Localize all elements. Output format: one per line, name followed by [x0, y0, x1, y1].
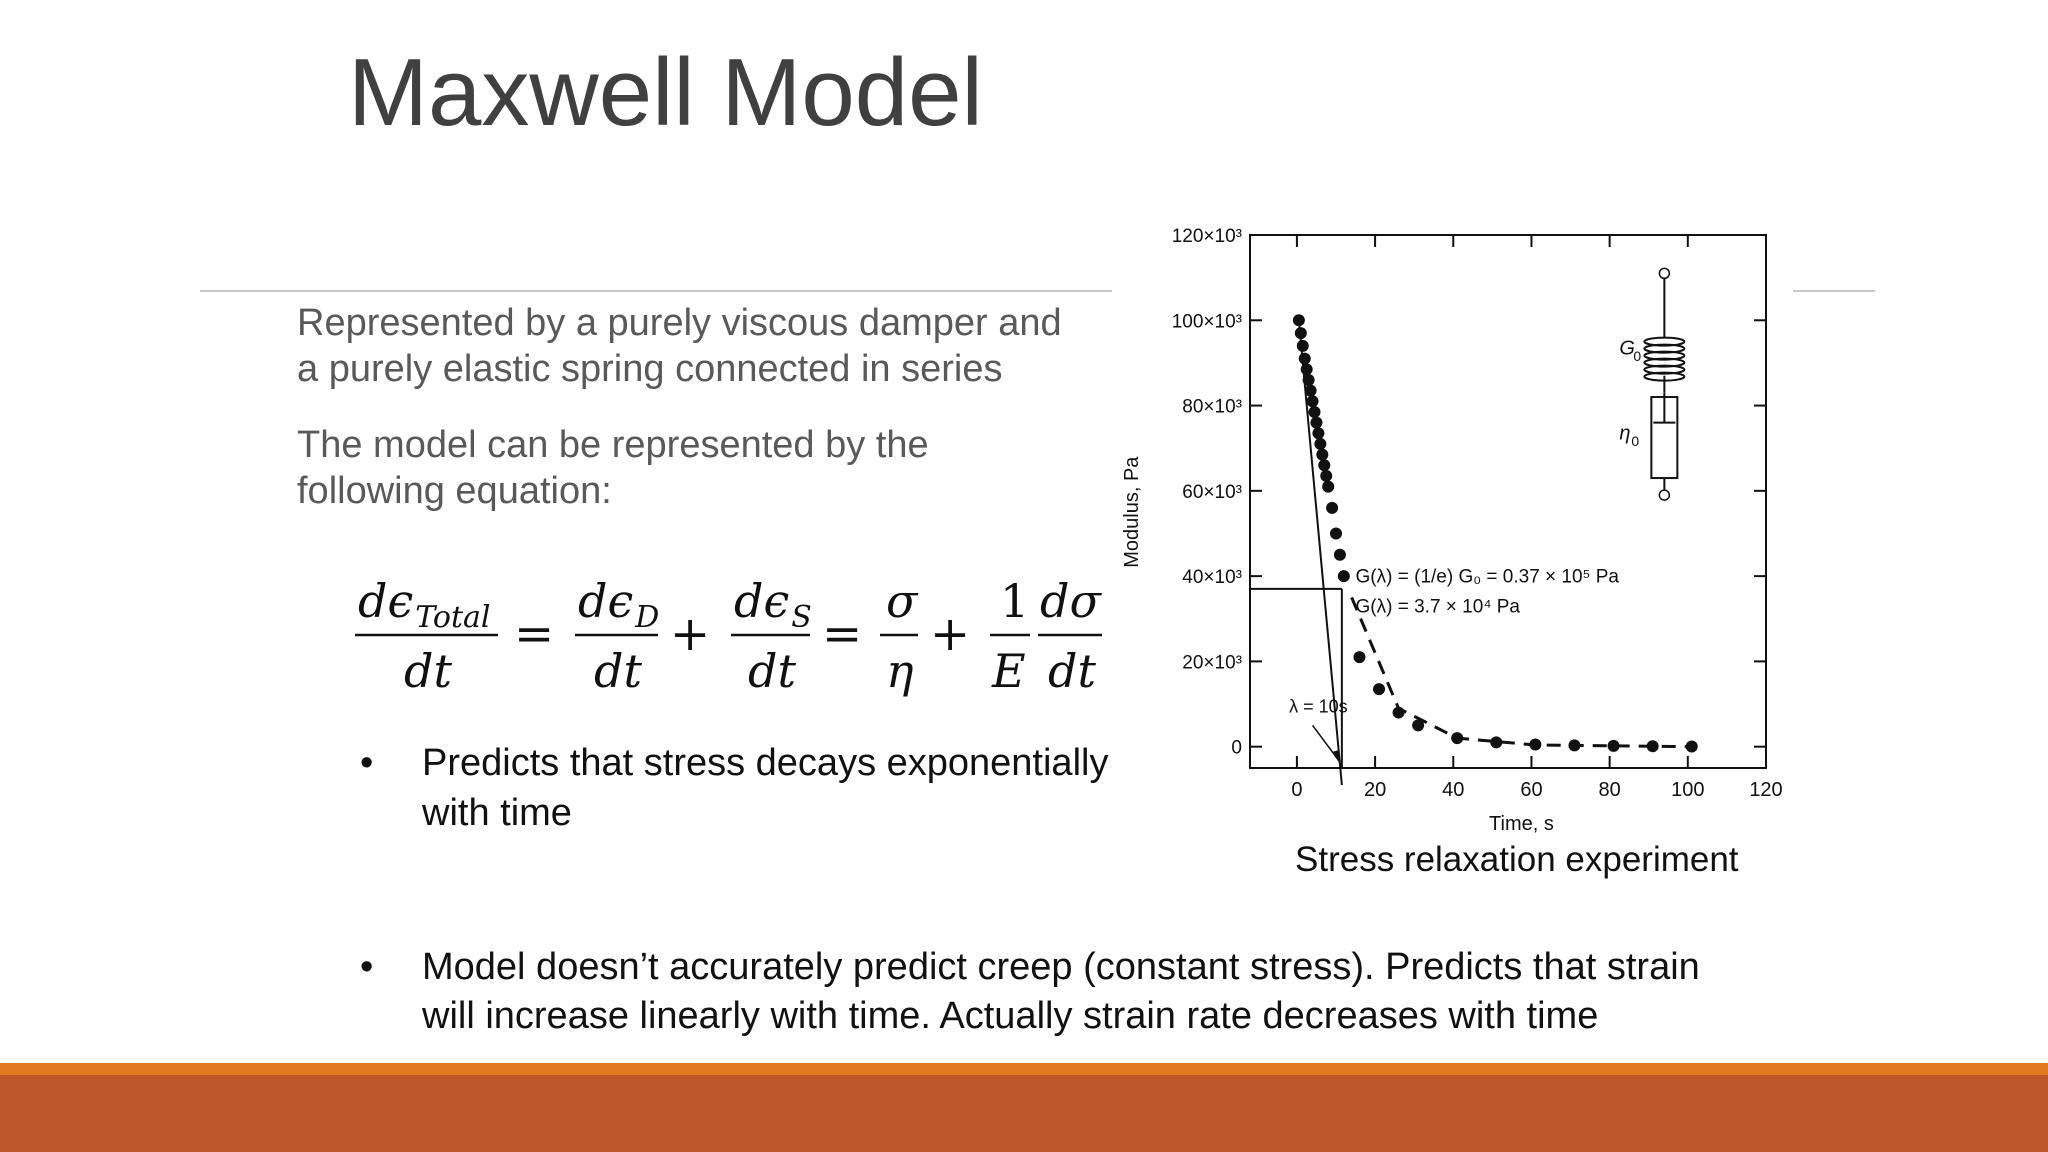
data-point: [1296, 339, 1309, 352]
data-point: [1294, 327, 1307, 340]
y-tick-label: 0: [1231, 738, 1242, 759]
data-point: [1310, 416, 1323, 429]
data-point: [1529, 738, 1542, 751]
data-point: [1322, 480, 1335, 493]
footer-accent-stripe: [0, 1063, 2048, 1075]
data-point: [1451, 732, 1464, 745]
data-point: [1326, 501, 1339, 514]
fit-curve: [1350, 596, 1692, 749]
equation-intro-line-2: following equation:: [297, 470, 612, 512]
x-tick-label: 0: [1291, 779, 1302, 801]
x-tick-label: 100: [1671, 779, 1704, 801]
data-point: [1333, 548, 1346, 561]
x-axis-label: Time, s: [1489, 813, 1554, 835]
eq-equals-2: =: [822, 606, 862, 662]
y-tick-label: 40×10³: [1182, 567, 1242, 588]
y-tick-label: 80×10³: [1182, 397, 1242, 418]
eq-term6-num: dσ: [1040, 574, 1102, 628]
plot-frame: [1249, 234, 1767, 769]
maxwell-equation: dϵTotal dt = dϵD dt + dϵS dt = σ η + 1 E…: [355, 574, 1102, 698]
lambda-label: λ = 10s: [1289, 697, 1348, 717]
y-tick-label: 20×10³: [1182, 652, 1242, 673]
bullet1-line-1: Predicts that stress decays exponentiall…: [422, 742, 1109, 784]
schematic-bottom-terminal: [1658, 489, 1671, 501]
eq-term4-num: σ: [886, 574, 919, 628]
title-divider-right: [1793, 290, 1875, 292]
x-tick-label: 60: [1520, 779, 1542, 801]
bullet1-line-2: with time: [422, 792, 572, 834]
eq-term3-den: dt: [748, 644, 796, 698]
equation-intro-paragraph: The model can be represented by the foll…: [297, 422, 929, 514]
bullet2-line-2: will increase linearly with time. Actual…: [422, 995, 1599, 1037]
data-point: [1306, 395, 1319, 408]
y-tick-label: 100×10³: [1172, 311, 1242, 332]
data-point: [1316, 448, 1329, 461]
eta0-subscript: 0: [1631, 433, 1639, 449]
eq-equals-1: =: [514, 606, 554, 662]
figure-caption: Stress relaxation experiment: [1295, 840, 1739, 879]
data-point: [1298, 352, 1311, 365]
eq-term5-num: 1: [1000, 574, 1029, 628]
x-tick-label: 120: [1749, 779, 1782, 801]
data-point: [1292, 314, 1305, 327]
title-divider-left: [200, 290, 1112, 292]
eq-plus-1: +: [670, 606, 710, 662]
eq-term1-den: dt: [404, 644, 452, 698]
bullet-marker: •: [360, 946, 374, 988]
eq-term1-num: dϵTotal: [358, 574, 491, 635]
bullet2-line-1: Model doesn’t accurately predict creep (…: [422, 946, 1700, 988]
data-point: [1353, 651, 1366, 664]
data-point: [1337, 570, 1350, 583]
data-point: [1646, 740, 1659, 753]
data-point: [1308, 405, 1321, 418]
data-point: [1314, 437, 1327, 450]
g0-label: G: [1619, 337, 1635, 359]
g0-subscript: 0: [1633, 348, 1641, 364]
data-point: [1318, 459, 1331, 472]
data-point: [1490, 736, 1503, 749]
data-point: [1685, 740, 1698, 753]
eq-term6-den: dt: [1048, 644, 1096, 698]
y-tick-label: 60×10³: [1182, 482, 1242, 503]
data-point: [1300, 363, 1313, 376]
data-point: [1302, 373, 1315, 386]
data-point: [1373, 683, 1385, 696]
y-axis-label: Modulus, Pa: [1121, 456, 1143, 568]
data-point: [1392, 706, 1405, 719]
eq-term2-den: dt: [594, 644, 642, 698]
g-lambda-label-1: G(λ) = (1/e) G₀ = 0.37 × 10⁵ Pa: [1356, 567, 1620, 588]
stress-relaxation-chart: 0 20 40 60 80 100 120 0 20×10³ 40×10³ 60×10³ 80×10³…: [1121, 226, 1783, 835]
intro-paragraph: Represented by a purely viscous damper a…: [297, 300, 1062, 392]
intro-line-2: a purely elastic spring connected in ser…: [297, 348, 1003, 390]
lambda-arrow-head: [1331, 750, 1341, 765]
x-tick-label: 80: [1599, 779, 1621, 801]
bullet-creep: • Model doesn’t accurately predict creep…: [360, 943, 1760, 1043]
x-tick-label: 20: [1364, 779, 1386, 801]
eq-term2-num: dϵD: [578, 574, 659, 635]
page-title: Maxwell Model: [348, 39, 983, 146]
intro-line-1: Represented by a purely viscous damper a…: [297, 302, 1062, 344]
eq-term4-den: η: [886, 644, 914, 698]
eta0-label: η: [1619, 423, 1630, 445]
equation-intro-line-1: The model can be represented by the: [297, 424, 929, 466]
eq-term5-den: E: [991, 644, 1026, 698]
eq-plus-2: +: [930, 606, 970, 662]
bullet-stress-decay: • Predicts that stress decays exponentia…: [360, 738, 1140, 838]
schematic-top-terminal: [1658, 267, 1671, 280]
data-point: [1412, 719, 1425, 732]
data-point: [1568, 739, 1581, 752]
data-point: [1320, 469, 1333, 482]
data-point: [1607, 739, 1620, 752]
data-point: [1330, 527, 1342, 540]
g-lambda-label-2: G(λ) = 3.7 × 10⁴ Pa: [1356, 596, 1521, 617]
data-point: [1304, 384, 1317, 397]
y-tick-label: 120×10³: [1172, 226, 1242, 247]
data-point: [1312, 427, 1325, 440]
footer-band: [0, 1075, 2048, 1152]
bullet-marker: •: [360, 742, 374, 784]
x-tick-label: 40: [1442, 779, 1464, 801]
eq-term3-num: dϵS: [734, 574, 812, 635]
initial-tangent-line: [1297, 320, 1343, 786]
